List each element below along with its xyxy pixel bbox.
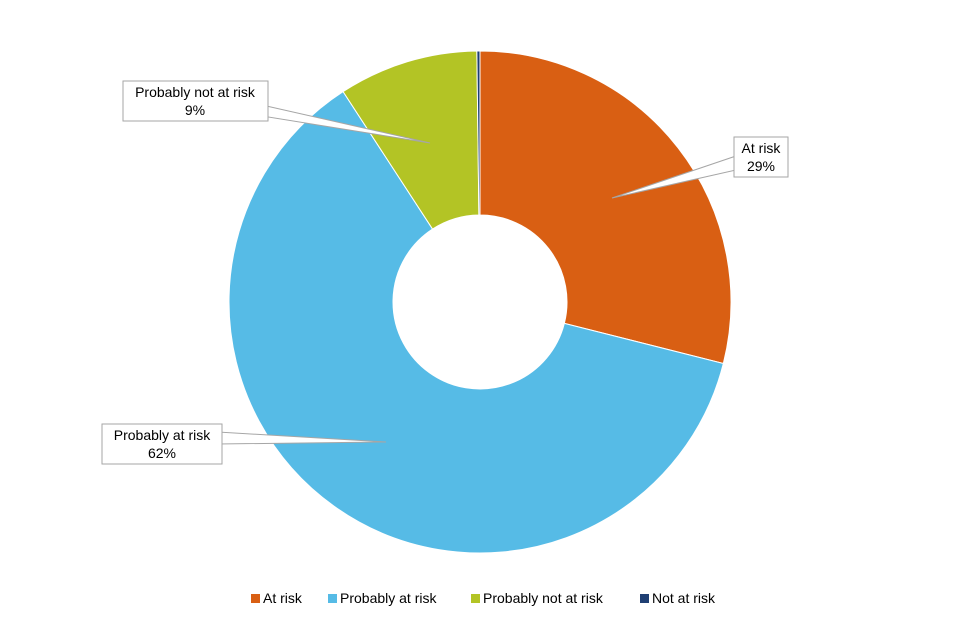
callout-value-probably-not-at-risk: 9% <box>185 102 205 118</box>
chart-slices <box>228 50 732 554</box>
legend-label-probably-not-at-risk: Probably not at risk <box>483 590 604 606</box>
callout-probably-not-at-risk: Probably not at risk 9% <box>122 80 431 144</box>
legend-label-probably-at-risk: Probably at risk <box>340 590 437 606</box>
legend-swatch-probably-not-at-risk <box>471 594 480 603</box>
slice-at-risk <box>479 50 732 365</box>
callout-label-at-risk: At risk <box>742 140 782 156</box>
callout-box-probably-at-risk <box>101 423 223 465</box>
callout-label-probably-not-at-risk: Probably not at risk <box>135 84 256 100</box>
callout-at-risk: At risk 29% <box>611 136 789 199</box>
legend-label-not-at-risk: Not at risk <box>652 590 716 606</box>
legend-label-at-risk: At risk <box>263 590 303 606</box>
chart-callouts: At risk 29% Probably not at risk 9% Prob… <box>101 80 789 465</box>
callout-box-at-risk <box>733 136 789 178</box>
callout-value-at-risk: 29% <box>747 158 775 174</box>
legend-swatch-probably-at-risk <box>328 594 337 603</box>
slice-probably-at-risk <box>228 90 724 554</box>
chart-legend: At risk Probably at risk Probably not at… <box>251 590 716 606</box>
legend-swatch-at-risk <box>251 594 260 603</box>
callout-box-probably-not-at-risk <box>122 80 269 122</box>
legend-swatch-not-at-risk <box>640 594 649 603</box>
callout-label-probably-at-risk: Probably at risk <box>114 427 211 443</box>
slice-not-at-risk <box>476 50 481 216</box>
callout-value-probably-at-risk: 62% <box>148 445 176 461</box>
callout-probably-at-risk: Probably at risk 62% <box>101 423 387 465</box>
